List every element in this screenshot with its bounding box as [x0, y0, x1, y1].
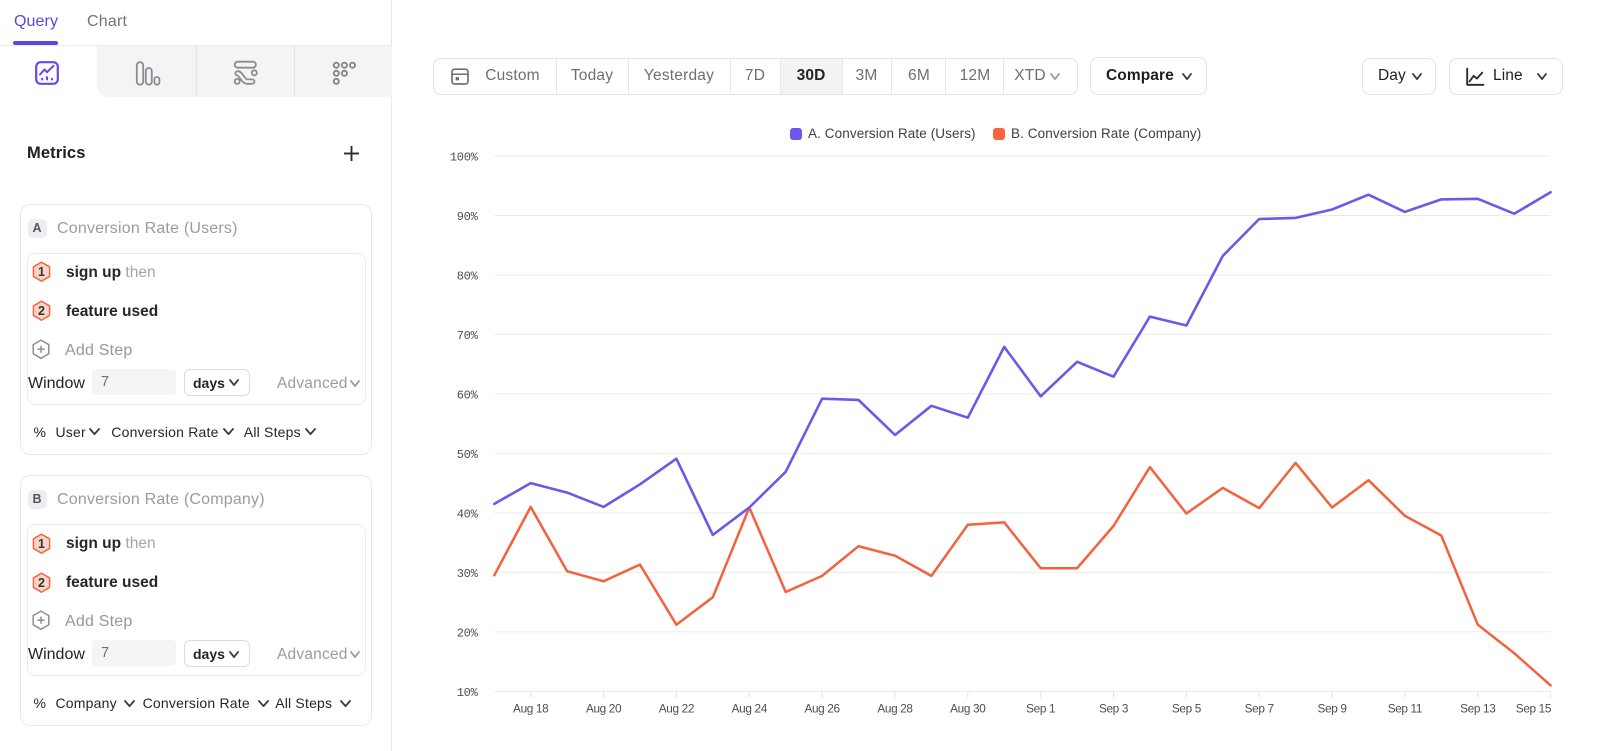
svg-text:Sep 9: Sep 9: [1318, 702, 1347, 716]
svg-text:1: 1: [38, 537, 45, 551]
svg-text:20%: 20%: [457, 626, 479, 640]
svg-text:Sep 3: Sep 3: [1099, 702, 1129, 716]
svg-text:100%: 100%: [450, 151, 479, 165]
svg-text:Aug 22: Aug 22: [659, 702, 694, 716]
svg-text:50%: 50%: [457, 448, 479, 462]
svg-text:Aug 28: Aug 28: [877, 702, 913, 716]
svg-text:Sep 11: Sep 11: [1388, 702, 1422, 716]
svg-text:Aug 24: Aug 24: [732, 702, 768, 716]
svg-text:30%: 30%: [457, 567, 479, 581]
svg-text:Sep 5: Sep 5: [1172, 702, 1202, 716]
svg-text:60%: 60%: [457, 388, 479, 402]
svg-text:40%: 40%: [457, 507, 479, 521]
svg-text:Sep 15: Sep 15: [1516, 702, 1552, 716]
svg-text:10%: 10%: [457, 686, 479, 700]
svg-text:Aug 18: Aug 18: [513, 702, 549, 716]
svg-text:2: 2: [38, 304, 45, 318]
svg-text:90%: 90%: [457, 210, 479, 224]
svg-text:Sep 7: Sep 7: [1245, 702, 1274, 716]
svg-text:Aug 20: Aug 20: [586, 702, 622, 716]
svg-text:2: 2: [38, 576, 45, 590]
svg-text:70%: 70%: [457, 329, 479, 343]
svg-text:Aug 26: Aug 26: [804, 702, 840, 716]
svg-text:1: 1: [38, 265, 45, 279]
svg-text:Sep 13: Sep 13: [1460, 702, 1496, 716]
svg-text:Sep 1: Sep 1: [1026, 702, 1055, 716]
svg-text:Aug 30: Aug 30: [950, 702, 986, 716]
svg-text:80%: 80%: [457, 270, 479, 284]
